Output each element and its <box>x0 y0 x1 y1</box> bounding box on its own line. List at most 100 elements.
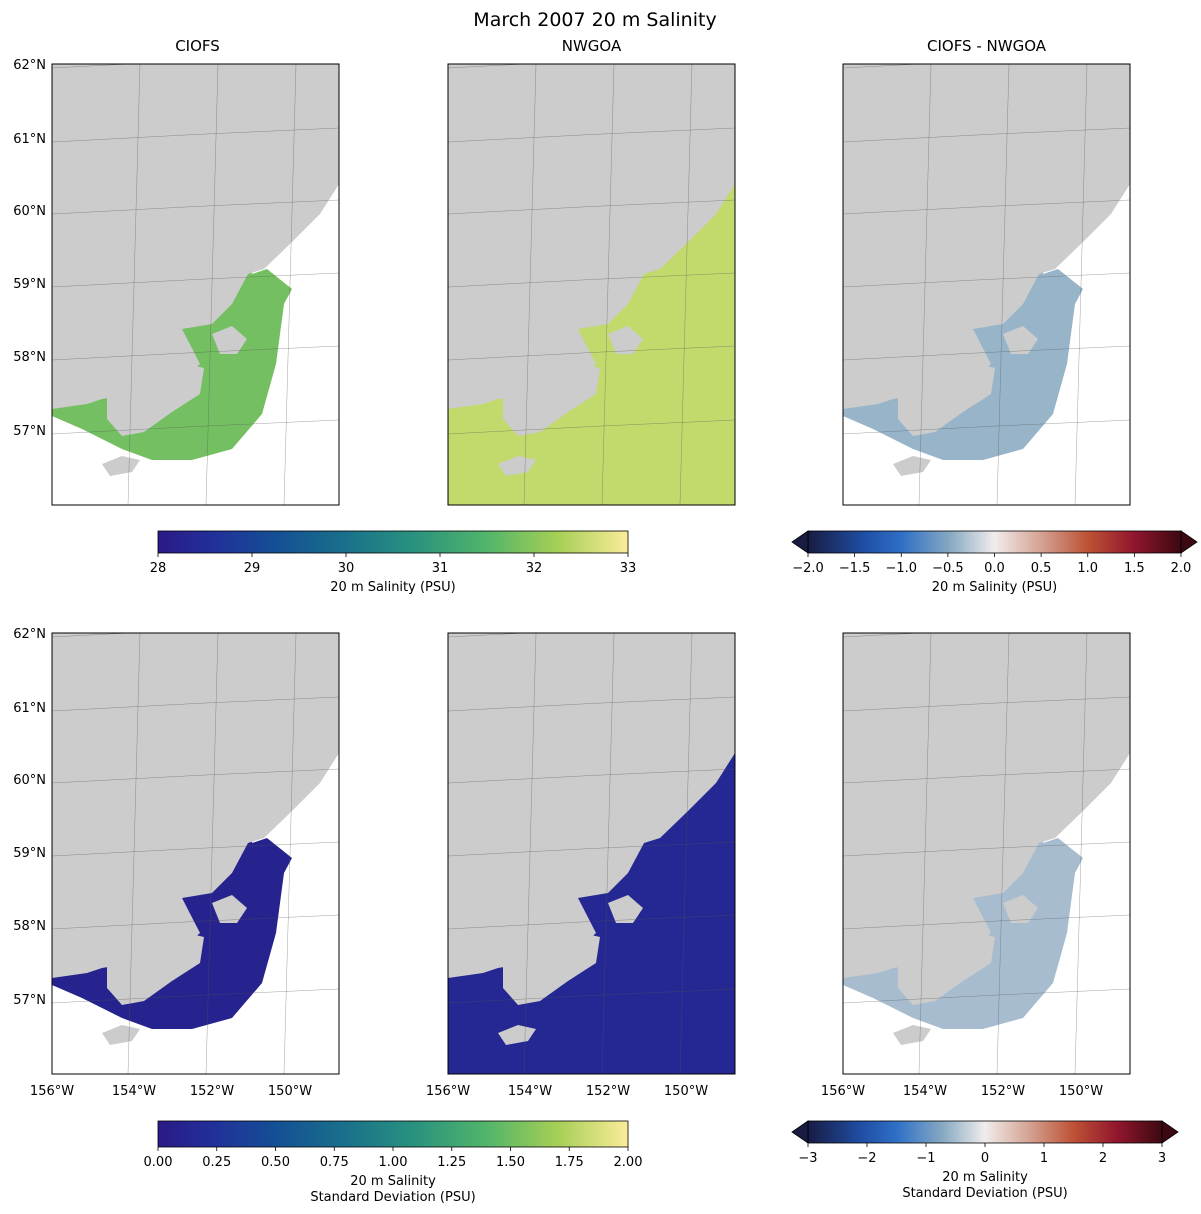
graticule-lat <box>52 419 339 435</box>
lat-tick-label: 58°N <box>13 350 46 365</box>
lon-tick-label: 156°W <box>426 1084 470 1099</box>
graticule-lat <box>843 419 1130 435</box>
map-frame <box>447 63 736 506</box>
map-frame <box>447 632 736 1075</box>
lon-tick-label: 150°W <box>268 1084 312 1099</box>
lat-tick-label: 57°N <box>13 993 46 1008</box>
graticule-lat <box>52 696 339 712</box>
land-mask <box>843 64 1130 409</box>
colorbar-tick-label: 1 <box>1040 1151 1048 1166</box>
map-frame <box>51 63 340 506</box>
graticule-lat <box>448 64 526 69</box>
map-panel-top-middle: NWGOA <box>447 37 736 506</box>
lon-tick-label: 154°W <box>112 1084 156 1099</box>
salinity-field <box>843 124 1083 460</box>
graticule-lon <box>127 633 141 1074</box>
lat-tick-label: 62°N <box>13 58 46 73</box>
graticule-lon <box>205 633 219 1074</box>
colorbar-tick-label: 0.25 <box>202 1155 231 1170</box>
map-frame <box>842 63 1131 506</box>
graticule-lat <box>843 768 1130 784</box>
trinity-islands <box>498 1025 536 1045</box>
colorbar-label: 20 m Salinity (PSU) <box>330 580 455 595</box>
graticule-lat <box>843 127 1130 143</box>
colorbar-label: 20 m Salinity (PSU) <box>932 580 1057 595</box>
graticule-lat <box>448 633 526 638</box>
colorbar-tick-label: −2 <box>857 1151 876 1166</box>
colorbar-tick-label: −2.0 <box>792 561 824 576</box>
graticule-lon <box>1074 633 1088 1074</box>
land-mask <box>52 64 339 409</box>
colorbar-tick-label: 31 <box>432 561 449 576</box>
colorbar-label-line2: Standard Deviation (PSU) <box>310 1190 475 1205</box>
graticule-lon <box>601 64 615 505</box>
graticule-lon <box>1074 64 1088 505</box>
colorbar-frame <box>157 530 629 554</box>
salinity-field <box>52 124 292 460</box>
lat-tick-label: 60°N <box>13 204 46 219</box>
colorbar-2: −2.0 −1.5 −1.0 −0.5 0.0 0.5 1.0 1.5 2.0 20 m Sali… <box>791 530 1198 595</box>
colorbar-tick-label: 2 <box>1099 1151 1107 1166</box>
colorbar-3: 0.00 0.25 0.50 0.75 1.00 1.25 1.50 1.75 2.00 20 m… <box>144 1120 642 1205</box>
lon-tick-label: 156°W <box>821 1084 865 1099</box>
colorbar-tick-label: 33 <box>620 561 637 576</box>
colorbar-label: 20 m Salinity <box>942 1170 1028 1185</box>
afognak-island <box>608 326 643 354</box>
panel-title: CIOFS - NWGOA <box>927 37 1047 55</box>
graticule-lat <box>843 633 921 638</box>
lon-tick-label: 154°W <box>508 1084 552 1099</box>
colorbar-gradient <box>808 531 1181 553</box>
lon-tick-label: 152°W <box>586 1084 630 1099</box>
graticule-lat <box>448 199 735 215</box>
graticule-lat <box>448 127 735 143</box>
colorbar-gradient <box>158 1121 628 1147</box>
trinity-islands <box>102 456 140 476</box>
graticule-lon <box>283 64 297 505</box>
graticule-lat <box>52 914 339 930</box>
graticule-lat <box>448 272 735 288</box>
graticule-lon <box>523 64 537 505</box>
lon-tick-label: 150°W <box>664 1084 708 1099</box>
afognak-island <box>1003 895 1038 923</box>
map-panel-top-left: CIOFS 62°N 61°N 60°N 59°N 58°N 57°N <box>13 37 340 506</box>
colorbar-tick-label: −0.5 <box>932 561 964 576</box>
land-mask <box>448 633 735 978</box>
afognak-island <box>212 326 247 354</box>
graticule-lat <box>843 914 1130 930</box>
graticule-lat <box>448 841 735 857</box>
graticule-lat <box>448 345 735 361</box>
colorbar-tick-label: −3 <box>798 1151 817 1166</box>
colorbar-tick-label: 1.50 <box>496 1155 525 1170</box>
lat-tick-label: 62°N <box>13 627 46 642</box>
graticule-lon <box>523 633 537 1074</box>
graticule-lat <box>448 988 735 1004</box>
map-panel-bottom-middle: 156°W 154°W 152°W 150°W <box>426 632 736 1099</box>
graticule-lat <box>52 272 339 288</box>
graticule-lon <box>918 633 932 1074</box>
trinity-islands <box>498 456 536 476</box>
colorbar-tick-label: 0.50 <box>261 1155 290 1170</box>
lat-tick-label: 59°N <box>13 277 46 292</box>
colorbar-tick-label: 1.25 <box>437 1155 466 1170</box>
colorbar-tick-label: 1.00 <box>379 1155 408 1170</box>
panel-title: CIOFS <box>175 37 220 55</box>
graticule-lat <box>52 64 130 69</box>
graticule-lon <box>601 633 615 1074</box>
land-mask <box>843 633 1130 978</box>
map-panel-bottom-right: 156°W 154°W 152°W 150°W <box>821 632 1131 1099</box>
graticule-lon <box>996 633 1010 1074</box>
lon-tick-label: 152°W <box>981 1084 1025 1099</box>
graticule-lon <box>283 633 297 1074</box>
colorbar-tick-label: 1.5 <box>1124 561 1145 576</box>
graticule-lat <box>52 199 339 215</box>
graticule-lat <box>448 768 735 784</box>
graticule-lat <box>52 633 130 638</box>
afognak-island <box>212 895 247 923</box>
lon-tick-label: 150°W <box>1059 1084 1103 1099</box>
colorbar-tick-label: 3 <box>1158 1151 1166 1166</box>
colorbar-label: 20 m Salinity <box>350 1174 436 1189</box>
afognak-island <box>608 895 643 923</box>
panel-title: NWGOA <box>562 37 622 55</box>
